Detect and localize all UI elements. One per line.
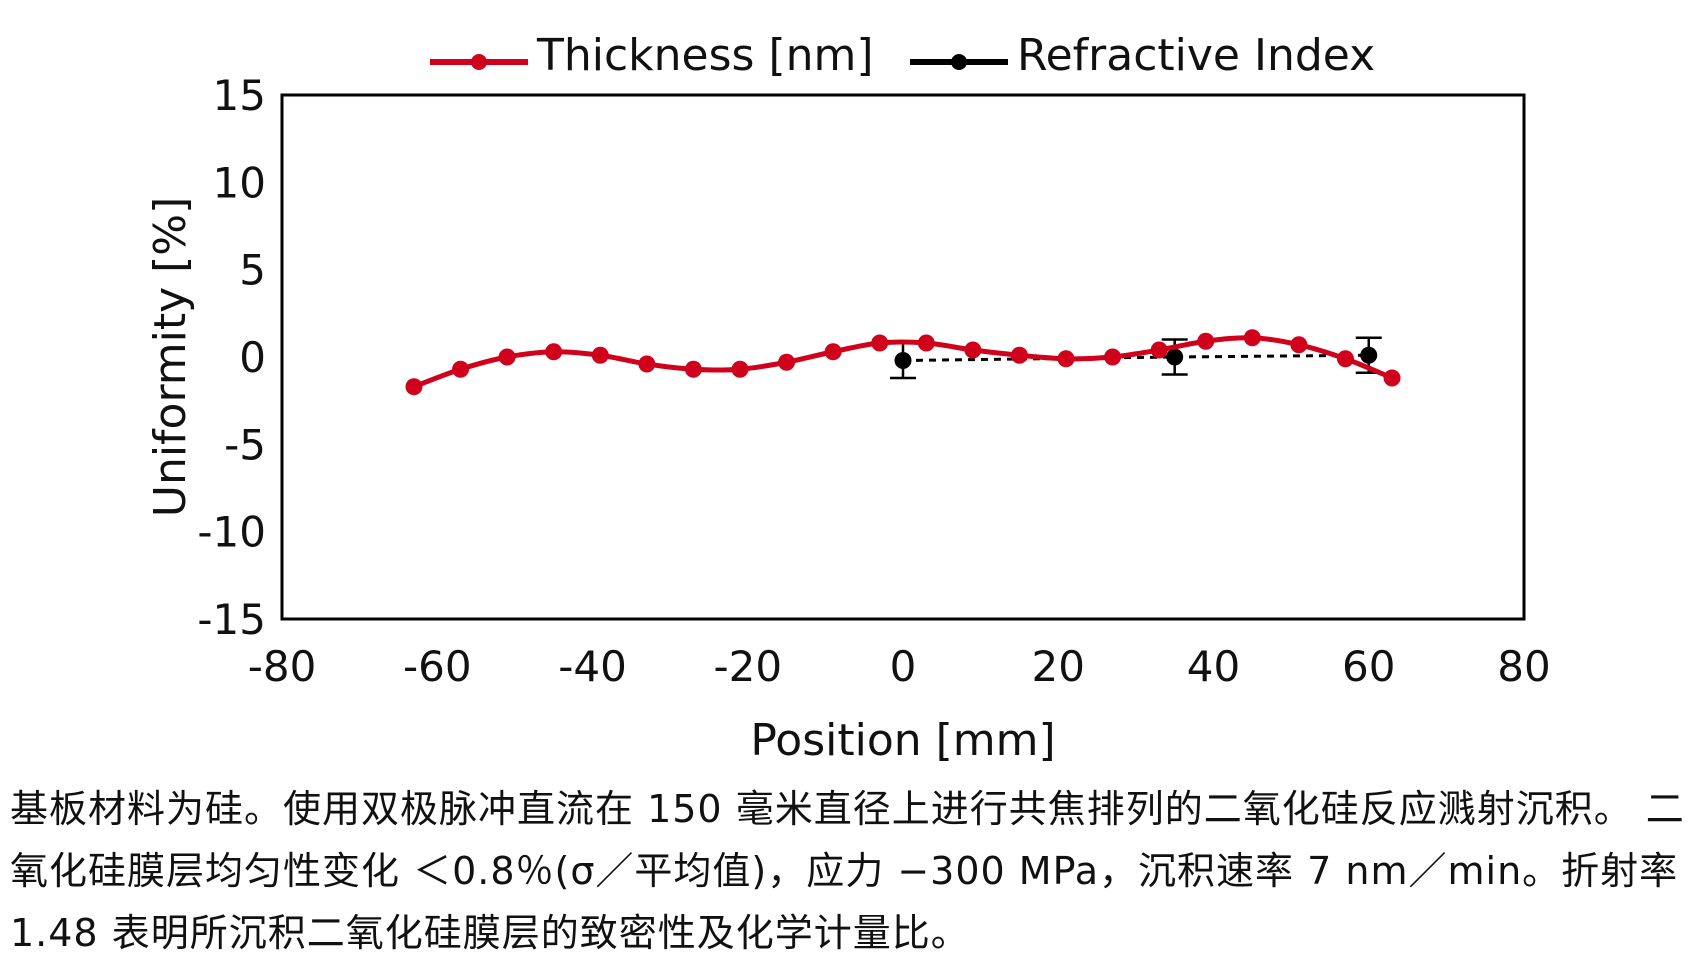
x-tick-label: 20 (1032, 642, 1085, 691)
legend-item-thickness: Thickness [nm] (430, 30, 874, 81)
x-tick-label: 40 (1187, 642, 1240, 691)
thickness-point (731, 360, 749, 378)
thickness-point (1057, 350, 1075, 368)
thickness-point (591, 346, 609, 364)
y-tick-label: 10 (213, 158, 266, 207)
thickness-point (1243, 329, 1261, 347)
refractive-index-point (1360, 346, 1378, 364)
thickness-point (638, 355, 656, 373)
y-tick-label: 0 (239, 333, 266, 382)
x-tick-label: 80 (1497, 642, 1550, 691)
series-refractive-index (890, 336, 1382, 380)
uniformity-chart: -80 -60 -40 -20 0 20 40 60 80 -15 -10 -5 0 5 10 15 Pos… (145, 30, 1551, 766)
series-thickness (405, 329, 1401, 396)
plot-frame (280, 93, 1526, 621)
thickness-point (871, 334, 889, 352)
x-tick-label: -40 (558, 642, 627, 691)
thickness-point (1336, 350, 1354, 368)
thickness-point (1104, 348, 1122, 366)
thickness-point (452, 360, 470, 378)
y-tick-label: -10 (197, 508, 266, 557)
legend-item-refractive-index: Refractive Index (910, 30, 1375, 81)
x-tick-label: -20 (713, 642, 782, 691)
thickness-point (1010, 346, 1028, 364)
legend: Thickness [nm] Refractive Index (430, 30, 1375, 81)
legend-ri-label: Refractive Index (1017, 30, 1375, 81)
thickness-line (413, 335, 1393, 390)
x-tick-label: 60 (1342, 642, 1395, 691)
legend-thickness-marker (471, 54, 487, 70)
thickness-point (1383, 369, 1401, 387)
y-axis-label: Uniformity [%] (145, 197, 196, 518)
figure-caption: 基板材料为硅。使用双极脉冲直流在 150 毫米直径上进行共焦排列的二氧化硅反应溅… (10, 787, 1685, 955)
refractive-index-point (894, 351, 912, 369)
y-tick-label: -15 (197, 595, 266, 644)
thickness-point (917, 334, 935, 352)
x-axis-label: Position [mm] (750, 715, 1055, 766)
x-tick-label: -60 (403, 642, 472, 691)
thickness-point (824, 343, 842, 361)
legend-ri-marker (951, 54, 967, 70)
thickness-point (545, 343, 563, 361)
thickness-point (684, 360, 702, 378)
y-tick-labels: -15 -10 -5 0 5 10 15 (197, 71, 266, 644)
x-tick-label: -80 (248, 642, 317, 691)
thickness-point (498, 348, 516, 366)
y-tick-label: 5 (239, 246, 266, 295)
y-tick-label: -5 (224, 420, 266, 469)
x-tick-label: 0 (890, 642, 917, 691)
thickness-point (1197, 332, 1215, 350)
thickness-point (1290, 336, 1308, 354)
thickness-point (778, 353, 796, 371)
thickness-point (1150, 341, 1168, 359)
thickness-point (964, 341, 982, 359)
thickness-point (405, 378, 423, 396)
refractive-index-point (1166, 348, 1184, 366)
x-tick-labels: -80 -60 -40 -20 0 20 40 60 80 (248, 642, 1551, 691)
y-tick-label: 15 (213, 71, 266, 120)
legend-thickness-label: Thickness [nm] (536, 30, 874, 81)
